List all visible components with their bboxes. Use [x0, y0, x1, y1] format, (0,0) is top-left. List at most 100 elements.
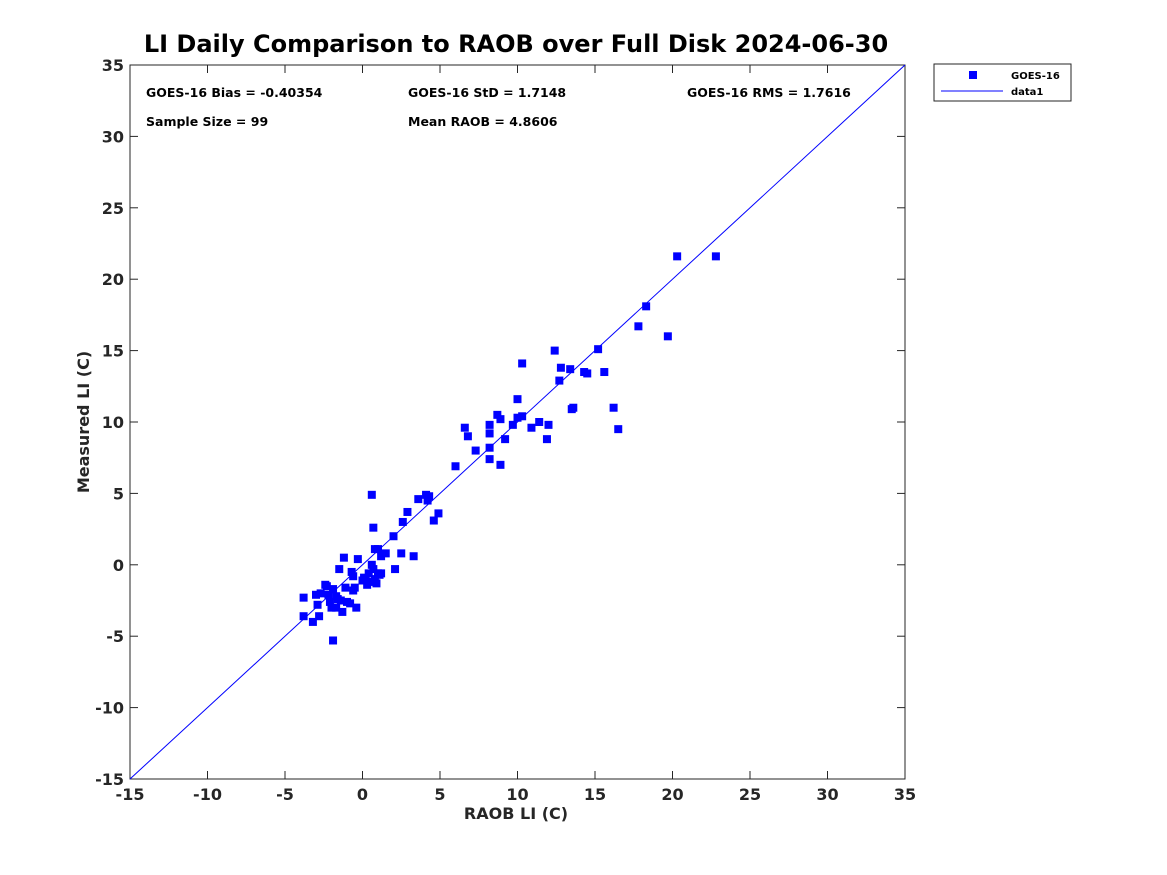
data-point — [542, 435, 551, 444]
data-point — [369, 523, 378, 532]
data-point — [711, 252, 720, 261]
std-annotation: GOES-16 StD = 1.7148 — [408, 85, 566, 100]
x-tick-label: 20 — [661, 785, 683, 804]
data-point — [367, 490, 376, 499]
data-point — [391, 565, 400, 574]
data-point — [594, 345, 603, 354]
data-point — [600, 368, 609, 377]
y-tick-label: -15 — [95, 770, 124, 789]
data-point — [322, 582, 331, 591]
data-point — [414, 495, 423, 504]
data-point — [544, 420, 553, 429]
data-point — [347, 567, 356, 576]
data-point — [513, 413, 522, 422]
data-point — [485, 429, 494, 438]
reference-line-data1 — [129, 64, 906, 780]
data-point — [555, 376, 564, 385]
x-tick-label: 0 — [357, 785, 368, 804]
y-axis-label: Measured LI (C) — [74, 351, 93, 493]
data-point — [508, 420, 517, 429]
data-point — [299, 593, 308, 602]
data-point — [313, 600, 322, 609]
data-point — [425, 492, 434, 501]
y-tick-label: 20 — [102, 270, 124, 289]
data-point — [463, 432, 472, 441]
legend-marker-goes16 — [969, 71, 977, 79]
y-tick-label: -5 — [106, 627, 124, 646]
data-point — [341, 583, 350, 592]
data-point — [556, 363, 565, 372]
data-point — [315, 612, 324, 621]
legend-label-goes16: GOES-16 — [1011, 71, 1060, 82]
data-point — [634, 322, 643, 331]
data-point — [366, 577, 375, 586]
data-point — [329, 585, 338, 594]
x-tick-label: 10 — [506, 785, 528, 804]
data-point — [374, 545, 382, 554]
data-point — [485, 443, 494, 452]
data-point — [335, 565, 344, 574]
data-point — [642, 302, 651, 311]
y-tick-label: 35 — [102, 56, 124, 75]
y-tick-label: 30 — [102, 127, 124, 146]
x-tick-label: 15 — [584, 785, 606, 804]
data-point — [364, 569, 373, 578]
legend-label-data1: data1 — [1011, 87, 1043, 98]
data-point — [299, 612, 308, 621]
sample-size-annotation: Sample Size = 99 — [146, 114, 268, 129]
data-point — [339, 553, 348, 562]
data-point — [609, 403, 618, 412]
data-point — [501, 435, 510, 444]
data-point — [377, 552, 386, 561]
x-tick-label: 30 — [816, 785, 838, 804]
x-axis-label: RAOB LI (C) — [464, 804, 568, 823]
data-point — [513, 395, 522, 404]
data-point — [485, 455, 494, 464]
data-point — [569, 403, 578, 412]
x-tick-label: 5 — [434, 785, 445, 804]
data-point — [312, 590, 320, 599]
x-axis: -15 -10 -5 0 5 10 15 20 25 30 35 — [116, 65, 916, 804]
data-point — [338, 607, 347, 616]
data-point — [566, 365, 575, 374]
data-point — [367, 560, 376, 569]
data-point — [614, 425, 623, 434]
scatter-points — [299, 252, 720, 645]
data-point — [327, 603, 336, 612]
data-point — [389, 532, 398, 541]
data-point — [329, 636, 338, 645]
y-tick-label: 15 — [102, 342, 124, 361]
x-tick-label: -10 — [193, 785, 222, 804]
data-point — [518, 359, 527, 368]
data-point — [375, 570, 384, 579]
y-tick-label: 10 — [102, 413, 124, 432]
data-point — [451, 462, 460, 471]
data-point — [324, 590, 333, 599]
data-point — [397, 549, 406, 558]
data-point — [583, 369, 592, 378]
data-point — [673, 252, 682, 261]
legend: GOES-16 data1 — [933, 63, 1072, 102]
data-point — [333, 595, 342, 604]
legend-box — [933, 63, 1072, 102]
data-point — [409, 552, 418, 561]
data-point — [369, 565, 378, 574]
data-point — [403, 507, 412, 516]
data-point — [493, 410, 502, 419]
data-point — [325, 597, 334, 606]
y-tick-label: 25 — [102, 199, 124, 218]
data-point — [663, 332, 672, 341]
data-point — [358, 576, 367, 585]
data-point — [316, 589, 325, 598]
y-tick-label: 5 — [113, 484, 124, 503]
y-tick-label: -10 — [95, 699, 124, 718]
bias-annotation: GOES-16 Bias = -0.40354 — [146, 85, 323, 100]
data-point — [352, 603, 361, 612]
mean-raob-annotation: Mean RAOB = 4.8606 — [408, 114, 558, 129]
y-axis: -15 -10 -5 0 5 10 15 20 25 30 35 — [95, 56, 905, 789]
x-tick-label: 35 — [894, 785, 916, 804]
data-point — [353, 555, 362, 564]
data-point — [535, 418, 544, 426]
data-point — [370, 575, 379, 584]
